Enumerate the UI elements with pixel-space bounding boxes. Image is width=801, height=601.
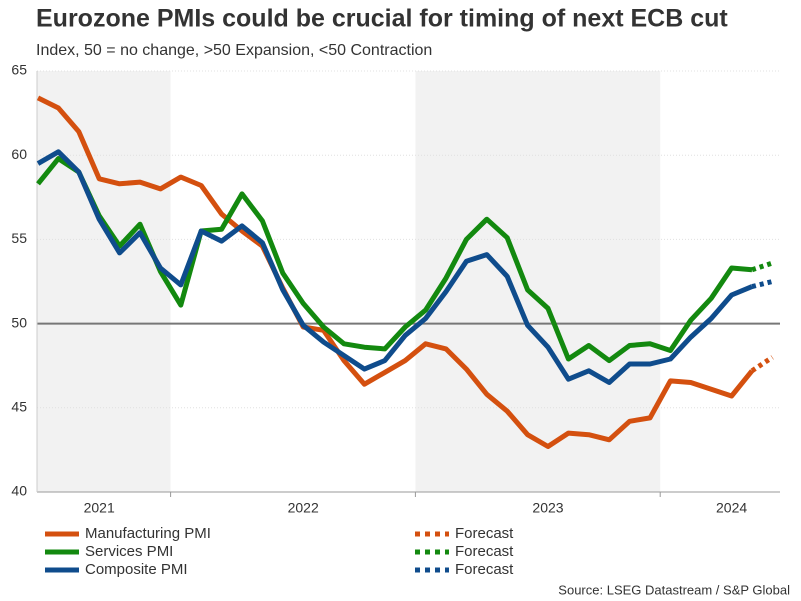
x-tick-label: 2021	[84, 500, 115, 516]
series-line	[36, 95, 754, 449]
legend-label: Composite PMI	[85, 561, 188, 578]
x-tick-label: 2023	[532, 500, 563, 516]
chart-subtitle: Index, 50 = no change, >50 Expansion, <5…	[36, 42, 432, 59]
y-tick-label: 45	[11, 399, 27, 415]
y-tick-label: 50	[11, 314, 27, 330]
chart-title: Eurozone PMIs could be crucial for timin…	[36, 5, 728, 33]
year-band	[415, 71, 661, 492]
year-band	[37, 71, 171, 492]
legend-label: Forecast	[455, 525, 514, 542]
y-tick-label: 40	[11, 483, 27, 499]
x-tick-label: 2024	[716, 500, 747, 516]
series-line	[36, 149, 753, 385]
series-line	[751, 279, 774, 290]
y-tick-label: 65	[11, 62, 27, 78]
legend-label: Services PMI	[85, 543, 173, 560]
source: Source: LSEG Datastream / S&P Global	[558, 582, 790, 597]
y-tick-label: 55	[11, 230, 27, 246]
series-line	[750, 355, 774, 373]
legend-label: Forecast	[455, 561, 514, 578]
legend-label: Forecast	[455, 543, 514, 560]
y-tick-label: 60	[11, 146, 27, 162]
legend-label: Manufacturing PMI	[85, 525, 211, 542]
x-tick-label: 2022	[288, 500, 319, 516]
series-line	[751, 260, 774, 273]
